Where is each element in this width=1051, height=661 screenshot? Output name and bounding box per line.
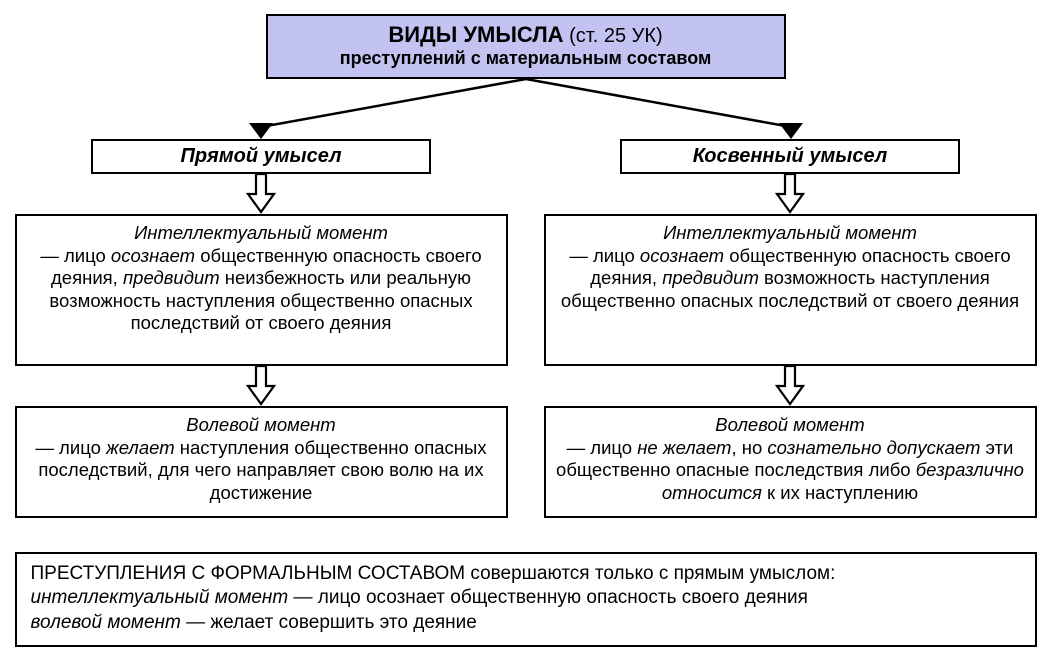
down-arrow-icon: [775, 366, 805, 406]
left-volitional-body: — лицо желает наступления общественно оп…: [27, 437, 496, 505]
footer-line-3: волевой момент — желает совершить это де…: [31, 611, 1021, 635]
arrow-slot-right-2: [544, 366, 1037, 406]
right-category-box: Косвенный умысел: [620, 139, 960, 174]
right-intellectual-box: Интеллектуальный момент — лицо осознает …: [544, 214, 1037, 366]
right-intellectual-title: Интеллектуальный момент: [556, 222, 1025, 245]
down-arrow-icon: [246, 174, 276, 214]
left-category-box: Прямой умысел: [91, 139, 431, 174]
root-header-box: ВИДЫ УМЫСЛА (ст. 25 УК) преступлений с м…: [266, 14, 786, 79]
left-column: Прямой умысел Интеллектуальный момент — …: [15, 139, 508, 518]
arrow-slot-left-1: [15, 174, 508, 214]
left-intellectual-body: — лицо осознает общественную опасность с…: [27, 245, 496, 335]
root-title-suffix: (ст. 25 УК): [564, 25, 663, 47]
root-subtitle: преступлений с материальным составом: [292, 48, 760, 69]
arrow-slot-right-1: [544, 174, 1037, 214]
branch-connector: [15, 79, 1037, 139]
down-arrow-icon: [775, 174, 805, 214]
left-volitional-title: Волевой момент: [27, 414, 496, 437]
right-volitional-box: Волевой момент — лицо не желает, но созн…: [544, 406, 1037, 518]
left-intellectual-title: Интеллектуальный момент: [27, 222, 496, 245]
arrow-slot-left-2: [15, 366, 508, 406]
right-volitional-body: — лицо не желает, но сознательно допуска…: [556, 437, 1025, 505]
right-volitional-title: Волевой момент: [556, 414, 1025, 437]
branch-svg: [15, 79, 1037, 139]
right-intellectual-body: — лицо осознает общественную опасность с…: [556, 245, 1025, 313]
root-title: ВИДЫ УМЫСЛА: [388, 22, 563, 47]
right-column: Косвенный умысел Интеллектуальный момент…: [544, 139, 1037, 518]
left-volitional-box: Волевой момент — лицо желает наступления…: [15, 406, 508, 518]
footer-line-1: ПРЕСТУПЛЕНИЯ С ФОРМАЛЬНЫМ СОСТАВОМ совер…: [31, 562, 1021, 586]
columns-wrapper: Прямой умысел Интеллектуальный момент — …: [15, 139, 1037, 518]
footer-line-2: интеллектуальный момент — лицо осознает …: [31, 586, 1021, 610]
left-intellectual-box: Интеллектуальный момент — лицо осознает …: [15, 214, 508, 366]
root-title-line: ВИДЫ УМЫСЛА (ст. 25 УК): [292, 22, 760, 48]
footer-box: ПРЕСТУПЛЕНИЯ С ФОРМАЛЬНЫМ СОСТАВОМ совер…: [15, 552, 1037, 647]
down-arrow-icon: [246, 366, 276, 406]
